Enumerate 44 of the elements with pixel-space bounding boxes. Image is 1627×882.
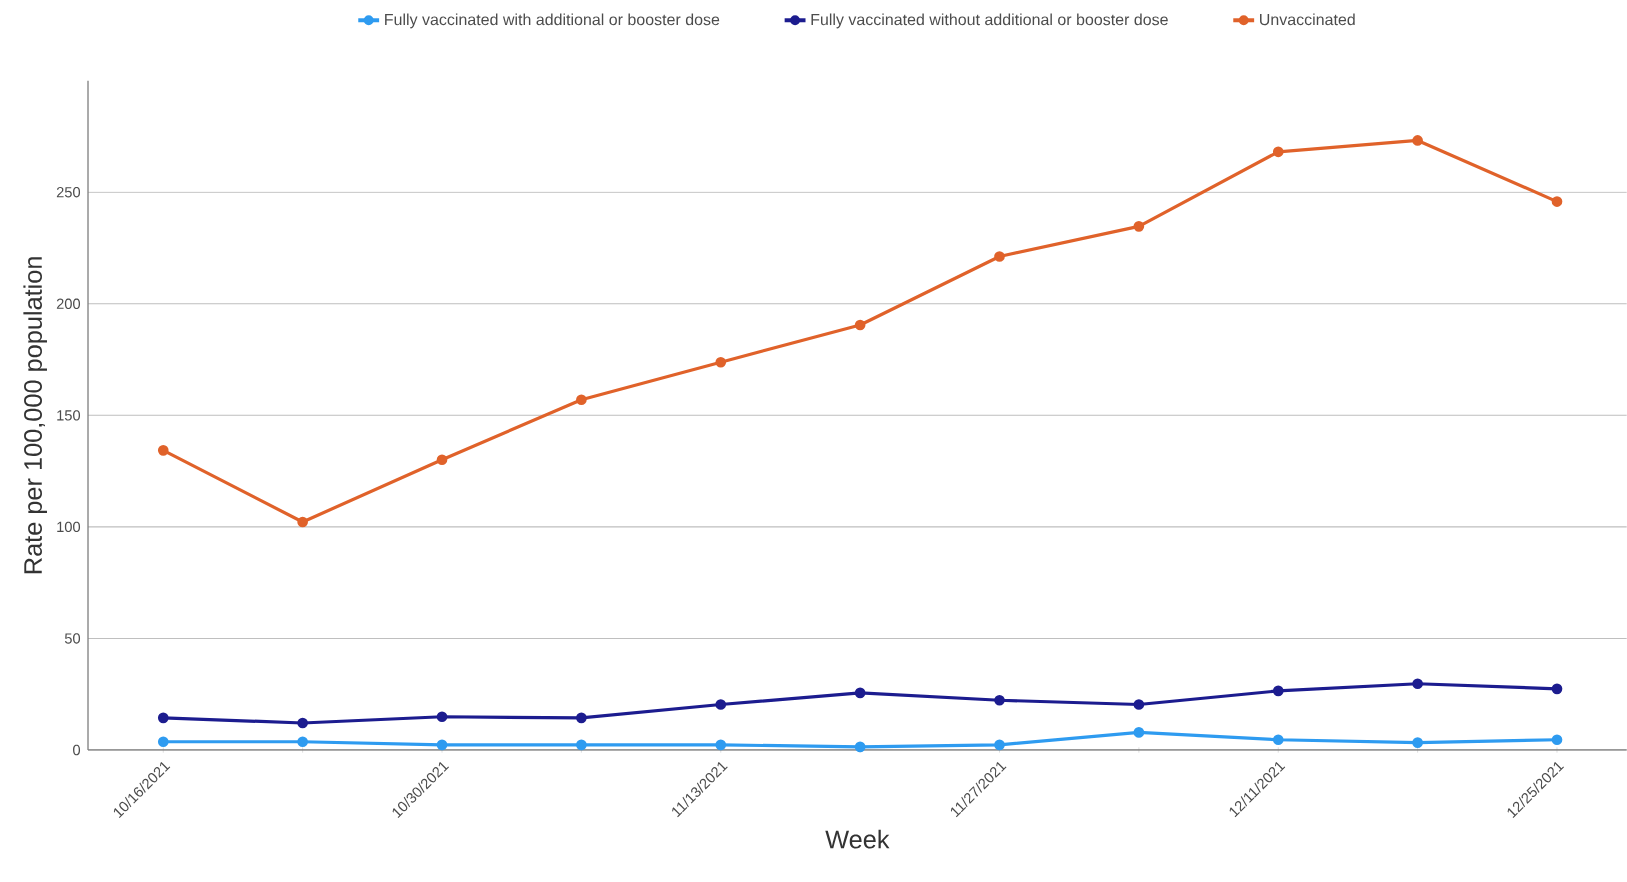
point [1133, 221, 1145, 232]
point [1551, 734, 1563, 746]
point [854, 687, 866, 699]
point [297, 516, 308, 528]
point [297, 736, 308, 748]
point [1551, 683, 1563, 695]
legend-label: Unvaccinated [1260, 13, 1355, 26]
legend-label: Fully vaccinated with additional or booster dose [385, 13, 720, 29]
point [1272, 685, 1284, 697]
point [157, 736, 169, 748]
point [297, 717, 308, 729]
point [994, 694, 1005, 706]
point [436, 454, 448, 466]
y-tick-label: 0 [73, 744, 81, 756]
x-axis-title: Week [825, 829, 890, 849]
y-tick-label: 100 [57, 521, 81, 533]
point [715, 356, 727, 368]
y-tick-label: 150 [57, 410, 81, 421]
y-tick-label: 200 [56, 298, 81, 309]
point [436, 711, 448, 723]
point [715, 739, 727, 751]
point [1133, 727, 1145, 738]
point [576, 712, 587, 724]
point [157, 712, 169, 724]
point [576, 739, 587, 751]
point [1551, 196, 1563, 207]
point [994, 251, 1005, 262]
point [1412, 737, 1423, 748]
point [576, 394, 587, 406]
point [994, 739, 1005, 751]
point [854, 319, 866, 331]
point [1412, 135, 1423, 146]
point [854, 741, 866, 753]
point [1412, 678, 1423, 690]
y-axis-title: Rate per 100,000 population [23, 257, 47, 574]
point [715, 699, 727, 710]
point [436, 739, 448, 751]
legend-label: Fully vaccinated without additional or booster dose [811, 13, 1168, 29]
y-tick-label: 50 [64, 633, 81, 644]
y-tick-label: 250 [56, 187, 81, 198]
point [1272, 734, 1284, 746]
point [1133, 699, 1145, 710]
point [157, 445, 169, 456]
point [1272, 146, 1284, 158]
